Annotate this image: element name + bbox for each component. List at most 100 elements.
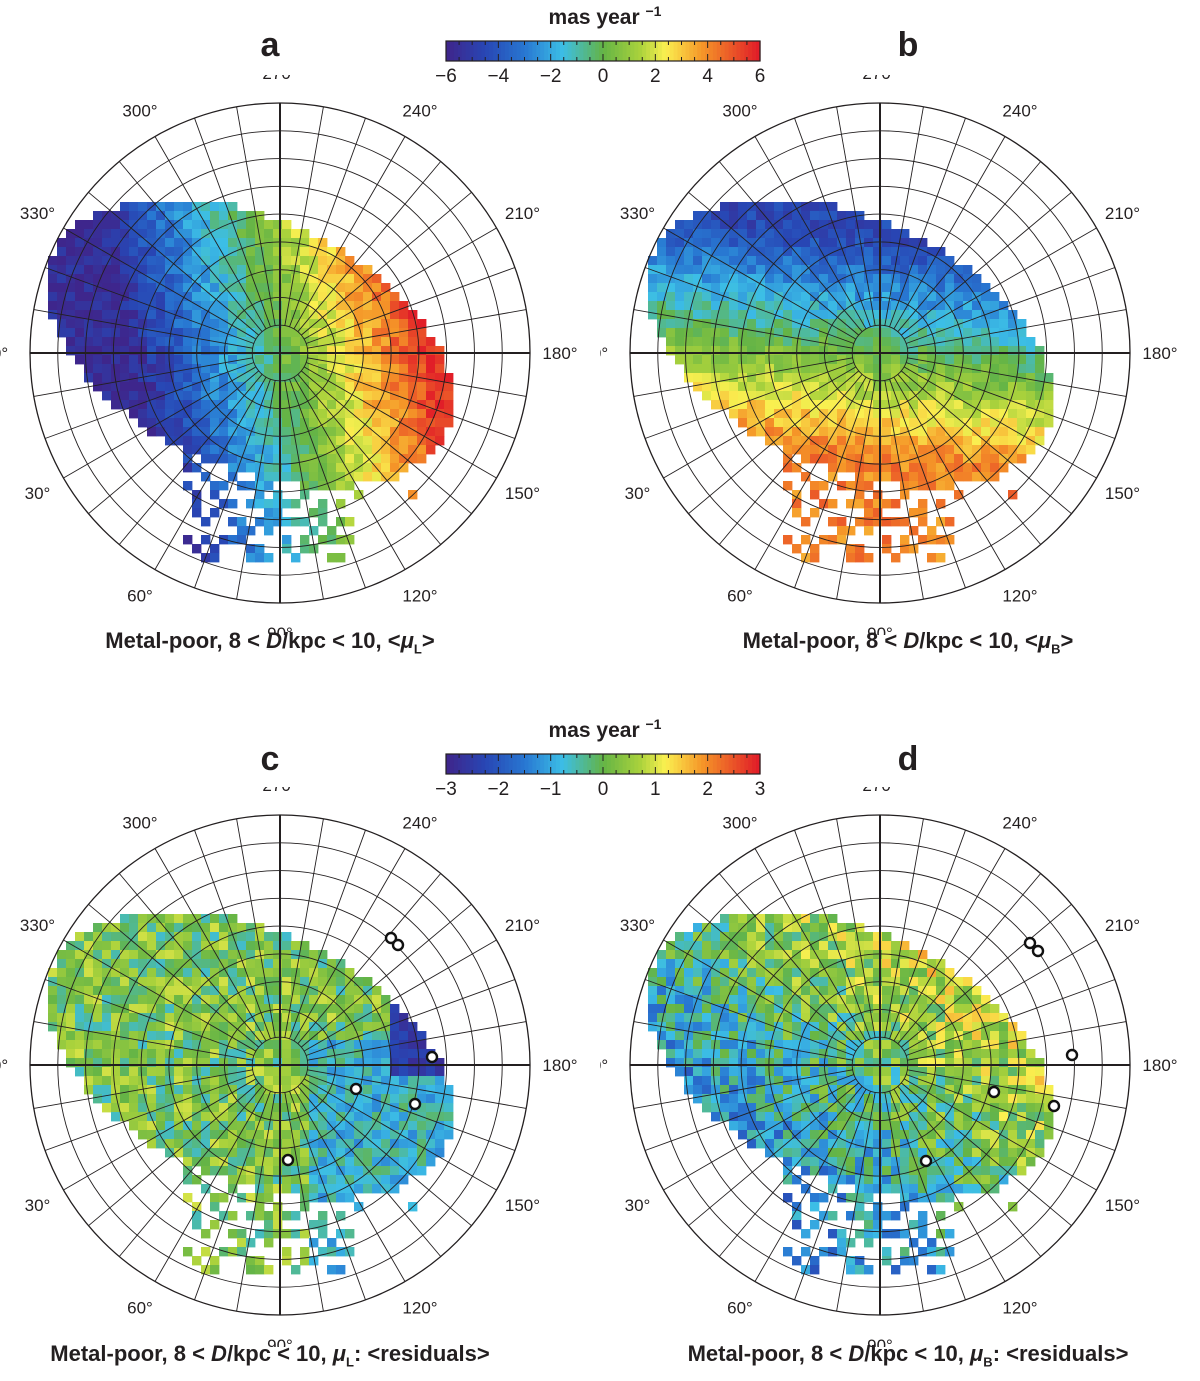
angle-label: 210° [505, 916, 540, 935]
heatmap-cell [111, 1022, 121, 1032]
heatmap-cell [48, 274, 58, 284]
heatmap-cell [138, 941, 148, 951]
heatmap-cell [846, 1130, 856, 1140]
heatmap-cell [675, 1004, 685, 1014]
heatmap-cell [774, 328, 784, 338]
heatmap-cell [837, 1148, 847, 1158]
colorbar-cell [485, 754, 490, 774]
heatmap-cell [1008, 337, 1018, 347]
heatmap-cell [372, 373, 382, 383]
heatmap-cell [48, 310, 58, 320]
heatmap-cell [945, 1094, 955, 1104]
heatmap-cell [75, 319, 85, 329]
heatmap-cell [981, 1166, 991, 1176]
heatmap-cell [309, 1049, 319, 1059]
heatmap-cell [345, 463, 355, 473]
heatmap-cell [264, 1229, 274, 1239]
heatmap-cell [255, 968, 265, 978]
heatmap-cell [345, 1121, 355, 1131]
heatmap-cell [399, 355, 409, 365]
heatmap-cell [963, 292, 973, 302]
heatmap-cell [84, 220, 94, 230]
heatmap-cell [900, 436, 910, 446]
heatmap-cell [345, 1058, 355, 1068]
heatmap-cell [963, 1157, 973, 1167]
heatmap-cell [57, 301, 67, 311]
heatmap-cell [918, 1148, 928, 1158]
heatmap-cell [999, 1130, 1009, 1140]
heatmap-cell [729, 364, 739, 374]
heatmap-cell [273, 463, 283, 473]
heatmap-cell [990, 472, 1000, 482]
heatmap-cell [255, 1094, 265, 1104]
heatmap-cell [918, 508, 928, 518]
heatmap-cell [927, 292, 937, 302]
heatmap-cell [192, 274, 202, 284]
heatmap-cell [873, 1202, 883, 1212]
heatmap-cell [336, 1193, 346, 1203]
heatmap-cell [837, 445, 847, 455]
heatmap-cell [792, 409, 802, 419]
heatmap-cell [936, 1139, 946, 1149]
heatmap-cell [909, 1058, 919, 1068]
heatmap-cell [963, 355, 973, 365]
heatmap-cell [336, 1058, 346, 1068]
heatmap-cell [792, 256, 802, 266]
heatmap-cell [972, 1094, 982, 1104]
heatmap-cell [336, 310, 346, 320]
heatmap-cell [201, 941, 211, 951]
heatmap-cell [84, 1067, 94, 1077]
heatmap-cell [183, 995, 193, 1005]
heatmap-cell [864, 1058, 874, 1068]
heatmap-cell [675, 346, 685, 356]
colorbar-cell [752, 41, 757, 61]
heatmap-cell [192, 1112, 202, 1122]
heatmap-cell [210, 932, 220, 942]
heatmap-cell [372, 1067, 382, 1077]
heatmap-cell [417, 1157, 427, 1167]
heatmap-cell [882, 959, 892, 969]
heatmap-cell [693, 968, 703, 978]
heatmap-cell [864, 409, 874, 419]
heatmap-cell [747, 977, 757, 987]
heatmap-cell [273, 1211, 283, 1221]
heatmap-cell [1026, 1112, 1036, 1122]
heatmap-cell [309, 301, 319, 311]
heatmap-cell [756, 292, 766, 302]
heatmap-cell [927, 1166, 937, 1176]
heatmap-cell [981, 1184, 991, 1194]
heatmap-cell [675, 265, 685, 275]
heatmap-cell [228, 301, 238, 311]
heatmap-cell [999, 409, 1009, 419]
heatmap-cell [873, 247, 883, 257]
heatmap-cell [138, 950, 148, 960]
heatmap-cell [765, 932, 775, 942]
heatmap-cell [819, 1166, 829, 1176]
heatmap-cell [219, 1247, 229, 1257]
heatmap-cell [981, 1058, 991, 1068]
heatmap-cell [684, 274, 694, 284]
heatmap-cell [702, 301, 712, 311]
heatmap-cell [963, 1067, 973, 1077]
heatmap-cell [954, 328, 964, 338]
heatmap-cell [927, 265, 937, 275]
colorbar-cell [701, 41, 706, 61]
heatmap-cell [981, 427, 991, 437]
heatmap-cell [675, 932, 685, 942]
heatmap-cell [1035, 400, 1045, 410]
heatmap-cell [819, 1058, 829, 1068]
heatmap-cell [810, 229, 820, 239]
heatmap-cell [390, 1076, 400, 1086]
heatmap-cell [219, 923, 229, 933]
heatmap-cell [729, 382, 739, 392]
heatmap-cell [300, 238, 310, 248]
heatmap-cell [684, 1031, 694, 1041]
heatmap-cell [309, 959, 319, 969]
heatmap-cell [738, 301, 748, 311]
colorbar-cell [697, 41, 702, 61]
heatmap-cell [156, 202, 166, 212]
heatmap-cell [210, 1139, 220, 1149]
heatmap-cell [927, 959, 937, 969]
heatmap-cell [264, 1166, 274, 1176]
polar-spoke [688, 370, 860, 515]
